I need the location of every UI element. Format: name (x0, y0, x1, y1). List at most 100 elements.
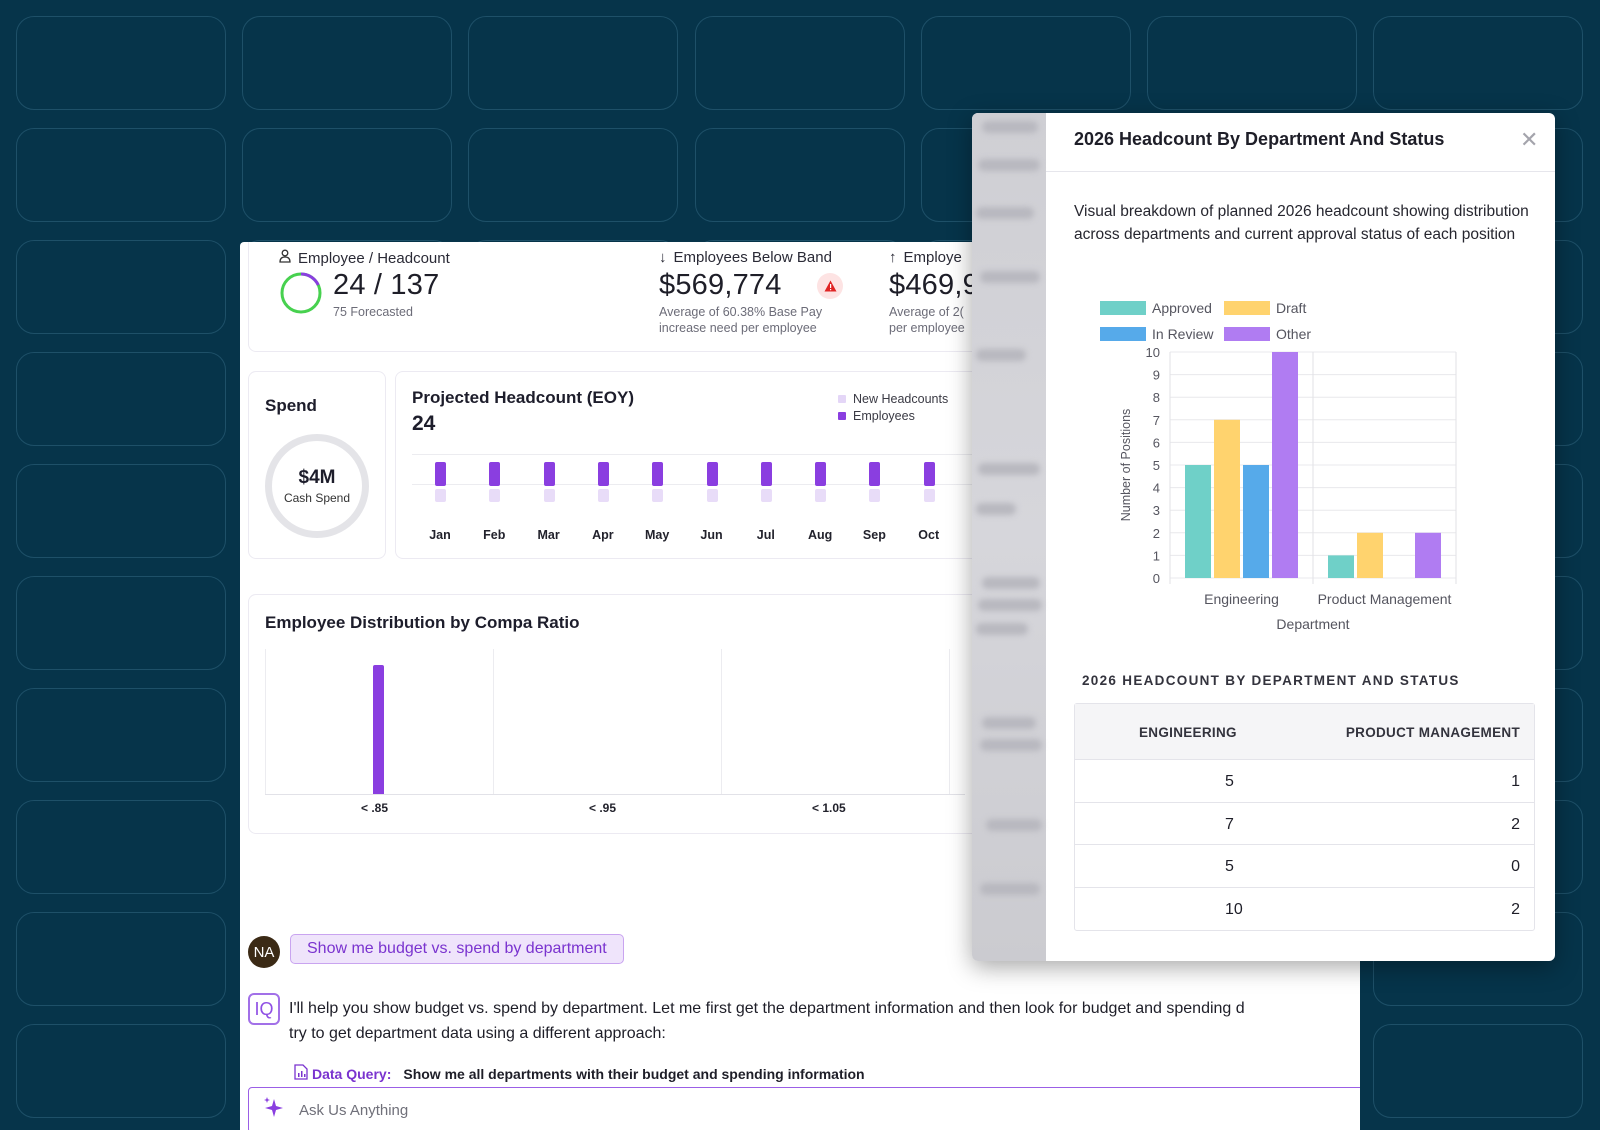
table-cell: 5 (1225, 858, 1234, 875)
bar-approved[interactable] (1328, 555, 1354, 578)
compa-tick: < .85 (361, 801, 389, 815)
legend-label[interactable]: Other (1276, 326, 1311, 342)
arrow-down-icon: ↓ (659, 249, 667, 266)
spend-donut: $4M Cash Spend (265, 434, 369, 538)
background-tile (1373, 16, 1583, 110)
legend-label[interactable]: In Review (1152, 326, 1214, 342)
new-headcounts-bar[interactable] (435, 489, 446, 502)
employees-bar[interactable] (760, 462, 772, 486)
table-cell: 10 (1225, 900, 1243, 918)
above-band-value: $469,9 (889, 269, 979, 301)
table-cell: 7 (1225, 815, 1234, 833)
month-label: Jan (429, 528, 451, 542)
table-row: 10 2 (1075, 888, 1534, 931)
legend-swatch (1224, 327, 1270, 341)
column-header[interactable]: ENGINEERING (1139, 725, 1237, 740)
bar-other[interactable] (1415, 532, 1441, 578)
user-message-chip[interactable]: Show me budget vs. spend by department (290, 934, 624, 964)
month-label: Oct (918, 528, 940, 542)
employees-bar[interactable] (597, 462, 609, 486)
headcount-modal: 2026 Headcount By Department And Status … (972, 113, 1555, 961)
employees-bar[interactable] (869, 462, 881, 486)
x-tick-label: Product Management (1318, 591, 1452, 607)
background-tile (16, 1024, 226, 1118)
avatar: NA (248, 936, 280, 968)
below-band-desc-1: Average of 60.38% Base Pay (659, 305, 823, 319)
new-headcounts-bar[interactable] (869, 489, 881, 502)
bar-draft[interactable] (1214, 419, 1240, 578)
legend-employees: Employees (838, 409, 915, 423)
ask-input-placeholder: Ask Us Anything (299, 1101, 409, 1119)
y-tick-label: 5 (1153, 458, 1160, 473)
bar-approved[interactable] (1185, 465, 1211, 578)
table-caption: 2026 HEADCOUNT BY DEPARTMENT AND STATUS (1082, 673, 1460, 688)
data-query-text: Show me all departments with their budge… (403, 1065, 865, 1082)
column-header[interactable]: PRODUCT MANAGEMENT (1345, 725, 1520, 740)
background-tile (468, 16, 678, 110)
background-tile (16, 576, 226, 670)
background-tile (1147, 16, 1357, 110)
modal-title: 2026 Headcount By Department And Status (1074, 129, 1445, 149)
warning-icon[interactable] (817, 273, 843, 299)
legend-label[interactable]: Draft (1276, 300, 1306, 316)
new-headcounts-bar[interactable] (543, 489, 555, 502)
employees-bar[interactable] (923, 462, 935, 486)
employees-bar[interactable] (706, 462, 718, 486)
background-tile (695, 128, 905, 222)
legend-swatch (838, 395, 846, 403)
employees-bar[interactable] (652, 462, 664, 486)
employees-bar[interactable] (543, 462, 555, 486)
below-band-desc-2: increase need per employee (659, 321, 817, 335)
employees-bar[interactable] (815, 462, 827, 486)
table-header: ENGINEERING PRODUCT MANAGEMENT (1075, 704, 1534, 760)
compa-tick: < 1.05 (812, 801, 846, 815)
assistant-logo: IQ (248, 993, 280, 1025)
month-label: Apr (592, 528, 614, 542)
spend-label: Cash Spend (283, 491, 351, 505)
y-tick-label: 7 (1153, 413, 1160, 428)
background-tile (16, 912, 226, 1006)
bar-in-review[interactable] (1243, 465, 1269, 578)
y-tick-label: 10 (1146, 345, 1160, 360)
ask-input[interactable]: Ask Us Anything (248, 1087, 1360, 1130)
projected-headcount-title: Projected Headcount (EOY) (412, 388, 634, 407)
background-tile (16, 352, 226, 446)
bar-draft[interactable] (1357, 532, 1383, 578)
spend-card: Spend $4M Cash Spend (248, 371, 386, 559)
y-tick-label: 8 (1153, 390, 1160, 405)
employees-bar[interactable] (489, 462, 501, 486)
background-tile (695, 16, 905, 110)
legend-label[interactable]: Approved (1152, 300, 1212, 316)
legend-swatch (1224, 301, 1270, 315)
headcount-value: 24 / 137 (333, 269, 440, 301)
compa-bar[interactable] (373, 665, 384, 795)
table-cell: 0 (1511, 858, 1520, 875)
month-label: Sep (862, 528, 886, 542)
person-icon (279, 249, 291, 267)
y-axis-label: Number of Positions (1119, 409, 1133, 522)
new-headcounts-bar[interactable] (706, 489, 718, 502)
background-tile (16, 800, 226, 894)
month-label: Jun (700, 528, 723, 542)
above-band-desc-1: Average of 2( (889, 305, 964, 319)
legend-swatch (1100, 327, 1146, 341)
new-headcounts-bar[interactable] (815, 489, 827, 502)
new-headcounts-bar[interactable] (760, 489, 772, 502)
compa-tick: < .95 (589, 801, 617, 815)
close-icon[interactable]: ✕ (1520, 127, 1539, 152)
below-band-kpi-label: ↓ Employees Below Band (659, 249, 832, 266)
new-headcounts-bar[interactable] (923, 489, 935, 502)
background-tile (921, 16, 1131, 110)
month-label: May (645, 528, 670, 542)
assistant-response: I'll help you show budget vs. spend by d… (289, 1000, 1245, 1042)
employees-bar[interactable] (435, 462, 446, 486)
bar-other[interactable] (1272, 352, 1298, 578)
new-headcounts-bar[interactable] (597, 489, 609, 502)
background-tile (16, 128, 226, 222)
new-headcounts-bar[interactable] (489, 489, 501, 502)
background-tile (16, 16, 226, 110)
above-band-desc-2: per employee (889, 321, 965, 335)
new-headcounts-bar[interactable] (652, 489, 664, 502)
